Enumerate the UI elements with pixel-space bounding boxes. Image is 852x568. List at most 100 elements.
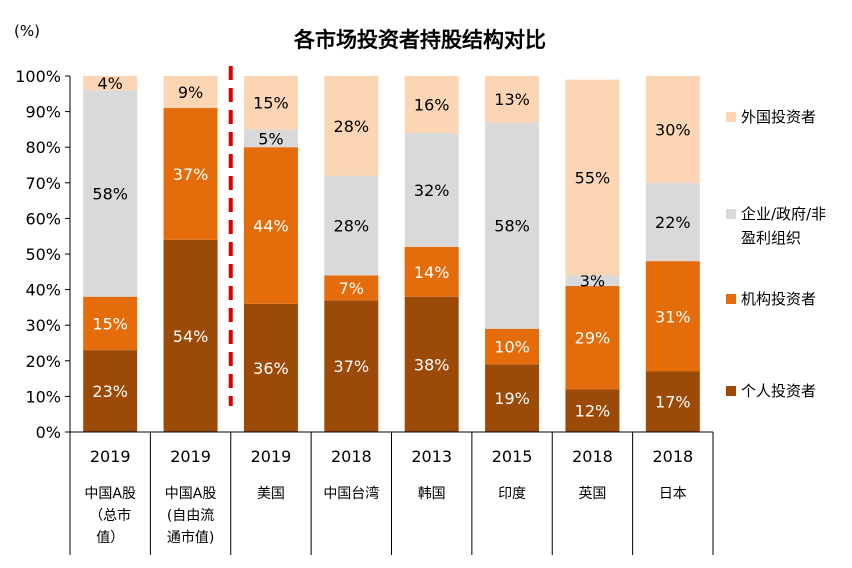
bar-segment [645,76,700,183]
legend-label: 机构投资者 [741,290,816,308]
bar-segment [83,350,138,432]
bar-segment [485,328,540,365]
data-label: 4% [97,74,122,93]
category-label: 中国A股 [165,486,217,502]
bar-segment [404,132,459,247]
bar-segment [324,300,379,432]
bar-segment [645,371,700,432]
y-tick-label: 70% [25,174,61,193]
bar-segment [243,303,298,432]
category-year: 2018 [331,447,372,466]
bar-segment [324,76,379,176]
category-year: 2018 [652,447,693,466]
data-label: 12% [575,402,611,421]
category-year: 2018 [572,447,613,466]
bar-segment [324,275,379,301]
data-label: 30% [655,120,691,139]
category-label: （总市 [89,507,131,524]
bar-segment [83,76,138,91]
category-label: 中国A股 [84,486,136,502]
data-label: 3% [580,272,605,291]
bar-segment [83,90,138,297]
data-label: 15% [92,314,128,333]
y-tick-label: 90% [25,103,61,122]
data-label: 5% [258,129,283,148]
plot-area: 0% 10% 20% 30% 40% 50% 60% 70% 80% 90% 100% 23% 15% 5… [15,66,714,555]
category-label: 印度 [498,486,526,502]
data-label: 37% [173,165,209,184]
data-label: 9% [178,83,203,102]
y-tick-label: 20% [25,352,61,371]
bar-segment [163,239,218,432]
bar-segment [485,76,540,123]
data-label: 10% [494,338,530,357]
legend-swatch [726,209,736,219]
category-year: 2019 [251,447,292,466]
category-year: 2015 [492,447,533,466]
y-tick-label: 40% [25,281,61,300]
category-label: (自由流 [167,508,214,524]
chart-title: 各市场投资者持股结构对比 [293,28,546,52]
category-label: 韩国 [418,486,446,502]
data-label: 15% [253,94,289,113]
data-label: 37% [334,357,370,376]
bar-segment [163,76,218,109]
y-tick-label: 60% [25,209,61,228]
category-label: 美国 [257,486,285,502]
y-tick-label: 10% [25,387,61,406]
y-tick-label: 80% [25,138,61,157]
data-label: 17% [655,393,691,412]
y-tick-label: 50% [25,245,61,264]
data-label: 44% [253,217,289,236]
bar-segment [485,364,540,432]
bar-segment [565,275,620,287]
data-label: 32% [414,181,450,200]
data-label: 55% [575,168,611,187]
data-label: 14% [414,263,450,282]
legend-label: 盈利组织 [741,229,801,247]
category-year: 2019 [90,447,131,466]
data-label: 54% [173,327,209,346]
y-tick-label: 100% [15,67,61,86]
bar-segment [404,296,459,432]
data-label: 23% [92,382,128,401]
category-label: 中国台湾 [323,485,379,502]
category-label: 通市值) [167,529,214,546]
data-label: 13% [494,90,530,109]
data-label: 29% [575,329,611,348]
data-label: 31% [655,307,691,326]
legend-swatch [726,294,736,304]
bar-segment [243,129,298,148]
legend-swatch [726,112,736,122]
category-year: 2019 [170,447,211,466]
y-tick-label: 0% [36,423,61,442]
data-label: 16% [414,95,450,114]
bar-segment [565,286,620,390]
bar-segment [404,246,459,297]
category-label: 值） [96,530,124,546]
legend-label: 企业/政府/非 [741,205,826,223]
bar-segment [485,122,540,329]
bar-segment [645,182,700,262]
y-axis-unit: (%) [14,22,40,40]
category-year: 2013 [411,447,452,466]
data-label: 7% [339,279,364,298]
legend-swatch [726,386,736,396]
data-label: 58% [494,217,530,236]
data-label: 36% [253,359,289,378]
category-label: 日本 [659,486,687,502]
legend-label: 个人投资者 [741,382,816,400]
data-label: 19% [494,389,530,408]
category-label: 英国 [578,485,606,502]
legend-label: 外国投资者 [741,108,816,126]
bar-segment [404,76,459,133]
data-label: 38% [414,355,450,374]
bar-segment [645,261,700,372]
bar-segment [565,389,620,432]
data-label: 22% [655,213,691,232]
bar-segment [324,175,379,276]
bar-segment [83,296,138,351]
bar-segment [565,79,620,276]
